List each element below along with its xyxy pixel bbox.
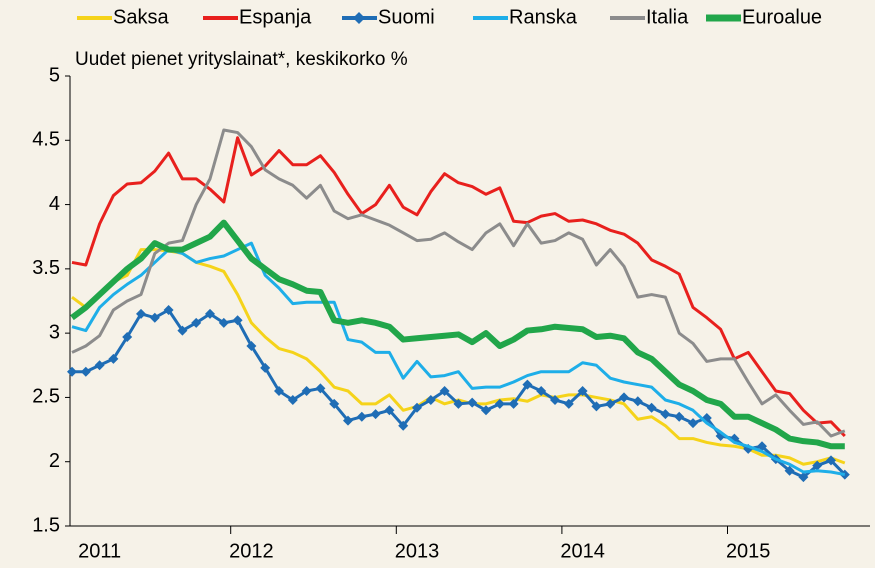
point-marker (67, 366, 77, 377)
series-line (71, 241, 846, 477)
point-marker (218, 317, 229, 328)
point-marker (274, 386, 284, 396)
point-marker (370, 409, 381, 420)
y-tick-label: 2.5 (32, 386, 60, 408)
point-marker (94, 360, 105, 371)
point-marker (467, 397, 478, 408)
point-marker (812, 460, 823, 471)
point-marker (688, 418, 698, 429)
point-marker (798, 472, 809, 483)
point-marker (343, 415, 353, 426)
point-marker (163, 305, 174, 315)
series-line (71, 128, 846, 438)
point-marker (508, 398, 519, 409)
legend-label: Ranska (509, 6, 578, 28)
x-tick-label: 2011 (78, 540, 121, 562)
point-marker (563, 398, 574, 409)
point-marker (605, 398, 616, 409)
legend-label: Euroalue (742, 6, 822, 28)
y-tick-label: 3.5 (32, 257, 60, 279)
point-marker (425, 395, 436, 405)
point-marker (108, 353, 119, 364)
x-tick-label: 2015 (726, 540, 771, 562)
point-marker (287, 395, 298, 405)
x-tick-label: 2012 (229, 540, 274, 562)
point-marker (356, 411, 367, 422)
point-marker (453, 398, 464, 409)
point-marker (494, 398, 505, 409)
point-marker (412, 402, 422, 413)
point-marker (757, 441, 767, 452)
point-marker (522, 379, 533, 390)
y-tick-label: 5 (49, 64, 60, 86)
legend-label: Saksa (113, 6, 169, 28)
x-tick-label: 2013 (395, 540, 440, 562)
y-tick-label: 4 (49, 193, 60, 215)
y-tick-label: 2 (49, 450, 60, 472)
point-marker (301, 386, 312, 396)
point-marker (577, 386, 588, 396)
point-marker (191, 317, 202, 328)
point-marker (329, 398, 340, 409)
point-marker (439, 386, 450, 396)
point-marker (660, 409, 671, 420)
chart-subtitle: Uudet pienet yrityslainat*, keskikorko % (75, 49, 408, 70)
point-marker (398, 420, 409, 431)
point-marker (149, 312, 160, 323)
point-marker (646, 402, 657, 413)
point-marker (384, 405, 395, 416)
point-marker (591, 401, 602, 412)
series-line (71, 136, 846, 438)
x-tick-label: 2014 (560, 540, 605, 562)
legend-label: Espanja (239, 6, 312, 28)
point-marker (232, 315, 243, 326)
point-marker (136, 308, 146, 319)
series-line (70, 219, 845, 450)
point-marker (260, 362, 271, 373)
point-marker (536, 386, 547, 396)
point-marker (122, 332, 133, 342)
point-marker (674, 411, 685, 422)
legend-label: Italia (646, 6, 689, 28)
point-marker (826, 455, 836, 466)
y-tick-label: 1.5 (32, 514, 60, 536)
point-marker (550, 395, 560, 405)
point-marker (481, 405, 491, 416)
y-tick-label: 3 (49, 321, 60, 343)
point-marker (619, 392, 629, 403)
point-marker (205, 308, 215, 319)
legend-label: Suomi (378, 6, 435, 28)
legend-marker (353, 12, 365, 24)
point-marker (315, 383, 326, 394)
point-marker (246, 341, 257, 351)
point-marker (784, 465, 795, 476)
y-tick-label: 4.5 (32, 129, 60, 151)
point-marker (177, 325, 188, 336)
point-marker (80, 366, 91, 377)
point-marker (632, 396, 643, 407)
